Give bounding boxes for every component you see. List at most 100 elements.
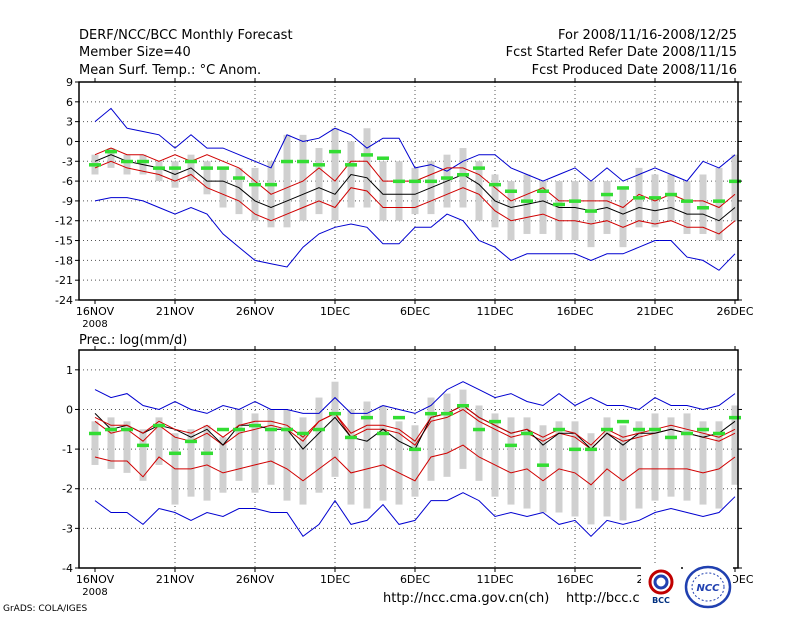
precipitation-observed-mark [281,427,293,432]
temperature-spread-box [315,148,323,215]
temperature-spread-box [251,167,259,221]
precipitation-spread-box [667,417,675,497]
temperature-series-q25 [94,160,736,235]
precipitation-spread-box [427,397,435,481]
precipitation-spread-box [203,425,211,501]
temperature-observed-mark [537,189,549,193]
precip-title: Prec.: log(mm/d) [79,333,188,348]
temperature-spread-box [459,148,467,208]
temperature-xtick-label: 11DEC [476,305,513,318]
precipitation-observed-mark [169,451,181,456]
bcc-logo-text: BCC [652,596,670,605]
temperature-observed-mark [553,202,565,207]
precipitation-spread-box [299,417,307,505]
precipitation-spread-box [283,409,291,501]
temperature-spread-box [555,181,563,241]
temperature-observed-mark [633,196,645,200]
temperature-observed-mark [457,172,469,177]
precipitation-observed-mark [265,427,277,432]
precipitation-ytick-label: -3 [62,522,73,535]
temperature-xtick-label: 1DEC [320,305,350,318]
temperature-observed-mark [473,166,485,170]
precipitation-spread-box [107,417,115,469]
temperature-spread-box [539,181,547,234]
temperature-ytick-label: -15 [55,235,73,248]
temperature-ytick-label: -21 [55,274,73,287]
precipitation-ytick-label: -1 [62,443,73,456]
temperature-observed-mark [265,182,277,187]
temperature-ytick-label: -24 [55,294,73,307]
precipitation-observed-mark [153,423,165,428]
precipitation-spread-box [475,405,483,481]
precipitation-spread-box [91,421,99,465]
temperature-spread-box [475,161,483,221]
temperature-observed-mark [233,176,245,180]
precipitation-observed-mark [441,411,453,416]
forecast-period: For 2008/11/16-2008/12/25 [558,28,737,43]
precipitation-series-q25 [94,444,736,486]
temperature-spread-box [395,161,403,221]
precipitation-observed-mark [345,435,357,440]
precipitation-series-min [94,492,736,538]
precipitation-spread-box [635,421,643,509]
precipitation-observed-mark [329,411,341,416]
precipitation-observed-mark [601,427,613,432]
forecast-started-date: Fcst Started Refer Date 2008/11/15 [505,45,737,60]
precipitation-spread-box [587,433,595,525]
precipitation-series-p85 [94,404,736,446]
temperature-observed-mark [377,156,389,160]
precipitation-spread-box [699,421,707,505]
temperature-observed-mark [489,182,501,187]
temperature-spread-box [571,181,579,241]
temperature-ytick-label: -9 [62,195,73,208]
precipitation-spread-box [523,417,531,509]
temperature-observed-mark [121,159,133,164]
temperature-observed-mark [249,182,261,187]
precipitation-observed-mark [489,419,501,424]
precipitation-spread-box [347,409,355,505]
bcc-url[interactable]: http://bcc.c [566,591,640,606]
temperature-observed-mark [105,149,117,154]
temperature-observed-mark [649,196,661,200]
temperature-ytick-label: 9 [66,76,73,89]
precipitation-observed-mark [297,431,309,436]
grads-credit: GrADS: COLA/IGES [3,604,88,614]
temperature-observed-mark [521,199,533,203]
temperature-ytick-label: -18 [55,254,73,267]
temperature-spread-box [203,161,211,195]
precipitation-observed-mark [105,427,117,432]
precipitation-spread-box [571,421,579,517]
temperature-ytick-label: 0 [66,135,73,148]
precipitation-spread-box [603,417,611,517]
temperature-observed-mark [505,189,517,193]
temperature-spread-box [507,181,515,241]
precipitation-spread-box [651,413,659,501]
ncc-logo-text: NCC [696,583,720,594]
temperature-spread-box [587,181,595,248]
precipitation-spread-box [219,437,227,493]
precipitation-spread-box [379,405,387,501]
temperature-observed-mark [297,159,309,164]
ncc-url[interactable]: http://ncc.cma.gov.cn(ch) [383,591,550,606]
temperature-observed-mark [441,176,453,180]
precipitation-spread-box [459,389,467,469]
temperature-xtick-label: 21DEC [636,305,673,318]
precipitation-ytick-label: -4 [62,562,73,575]
precipitation-observed-mark [713,431,725,436]
precipitation-spread-box [443,393,451,477]
temperature-spread-box [107,148,115,168]
temperature-observed-mark [585,209,597,213]
temperature-spread-box [331,128,339,221]
temperature-observed-mark [361,153,373,157]
precipitation-series-max [94,381,736,414]
precipitation-observed-mark [233,427,245,432]
temperature-spread-box [235,167,243,215]
temperature-observed-mark [313,163,325,167]
temperature-observed-mark [137,159,149,164]
precipitation-year-label: 2008 [82,587,107,598]
temperature-observed-mark [665,192,677,197]
precipitation-xtick-label: 21NOV [156,573,195,586]
precipitation-spread-box [395,421,403,505]
precipitation-spread-box [331,381,339,477]
member-size: Member Size=40 [79,45,191,60]
